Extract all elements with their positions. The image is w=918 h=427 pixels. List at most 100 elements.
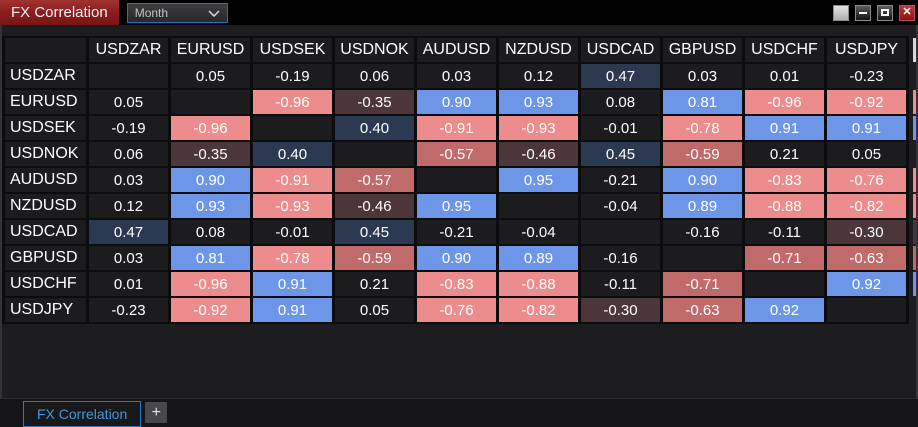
matrix-cell-usdchf-usdchf[interactable] <box>745 272 824 296</box>
matrix-cell-usdsek-usdzar[interactable]: -0.19 <box>89 116 168 140</box>
matrix-cell-usdcad-usdjpy[interactable]: -0.30 <box>827 220 906 244</box>
matrix-cell-nzdusd-usdnok[interactable]: -0.46 <box>335 194 414 218</box>
matrix-cell-gbpusd-usdzar[interactable]: 0.03 <box>89 246 168 270</box>
matrix-cell-usdsek-usdnok[interactable]: 0.40 <box>335 116 414 140</box>
matrix-cell-usdsek-usdchf[interactable]: 0.91 <box>745 116 824 140</box>
matrix-cell-eurusd-gbpusd[interactable]: 0.81 <box>663 90 742 114</box>
matrix-cell-eurusd-usdjpy[interactable]: -0.92 <box>827 90 906 114</box>
window-title[interactable]: FX Correlation <box>0 0 119 25</box>
matrix-cell-usdcad-usdchf[interactable]: -0.11 <box>745 220 824 244</box>
matrix-cell-usdnok-usdcad[interactable]: 0.45 <box>581 142 660 166</box>
close-button[interactable]: ✕ <box>899 4 915 21</box>
matrix-cell-usdcad-usdsek[interactable]: -0.01 <box>253 220 332 244</box>
matrix-cell-audusd-usdzar[interactable]: 0.03 <box>89 168 168 192</box>
matrix-cell-usdcad-nzdusd[interactable]: -0.04 <box>499 220 578 244</box>
matrix-cell-usdsek-usdcad[interactable]: -0.01 <box>581 116 660 140</box>
matrix-cell-usdnok-gbpusd[interactable]: -0.59 <box>663 142 742 166</box>
matrix-cell-usdcad-usdnok[interactable]: 0.45 <box>335 220 414 244</box>
matrix-cell-usdsek-nzdusd[interactable]: -0.93 <box>499 116 578 140</box>
matrix-cell-gbpusd-usdchf[interactable]: -0.71 <box>745 246 824 270</box>
matrix-cell-audusd-usdnok[interactable]: -0.57 <box>335 168 414 192</box>
matrix-cell-usdchf-usdzar[interactable]: 0.01 <box>89 272 168 296</box>
matrix-cell-usdnok-usdchf[interactable]: 0.21 <box>745 142 824 166</box>
matrix-cell-usdzar-usdzar[interactable] <box>89 64 168 88</box>
matrix-cell-usdchf-nzdusd[interactable]: -0.88 <box>499 272 578 296</box>
matrix-cell-usdchf-usdnok[interactable]: 0.21 <box>335 272 414 296</box>
matrix-cell-audusd-nzdusd[interactable]: 0.95 <box>499 168 578 192</box>
matrix-cell-audusd-usdjpy[interactable]: -0.76 <box>827 168 906 192</box>
matrix-cell-usdjpy-gbpusd[interactable]: -0.63 <box>663 298 742 322</box>
matrix-cell-usdnok-eurusd[interactable]: -0.35 <box>171 142 250 166</box>
matrix-cell-usdnok-nzdusd[interactable]: -0.46 <box>499 142 578 166</box>
matrix-cell-usdcad-usdcad[interactable] <box>581 220 660 244</box>
matrix-cell-gbpusd-nzdusd[interactable]: 0.89 <box>499 246 578 270</box>
matrix-cell-eurusd-audusd[interactable]: 0.90 <box>417 90 496 114</box>
matrix-cell-gbpusd-audusd[interactable]: 0.90 <box>417 246 496 270</box>
matrix-cell-usdjpy-usdzar[interactable]: -0.23 <box>89 298 168 322</box>
matrix-cell-usdchf-audusd[interactable]: -0.83 <box>417 272 496 296</box>
matrix-cell-usdjpy-usdcad[interactable]: -0.30 <box>581 298 660 322</box>
add-tab-button[interactable]: + <box>145 402 168 423</box>
matrix-cell-nzdusd-usdzar[interactable]: 0.12 <box>89 194 168 218</box>
matrix-cell-usdzar-audusd[interactable]: 0.03 <box>417 64 496 88</box>
matrix-cell-eurusd-usdcad[interactable]: 0.08 <box>581 90 660 114</box>
matrix-cell-usdcad-usdzar[interactable]: 0.47 <box>89 220 168 244</box>
matrix-cell-usdjpy-audusd[interactable]: -0.76 <box>417 298 496 322</box>
matrix-cell-nzdusd-audusd[interactable]: 0.95 <box>417 194 496 218</box>
matrix-cell-usdnok-audusd[interactable]: -0.57 <box>417 142 496 166</box>
matrix-cell-usdjpy-eurusd[interactable]: -0.92 <box>171 298 250 322</box>
matrix-cell-usdzar-usdnok[interactable]: 0.06 <box>335 64 414 88</box>
matrix-cell-nzdusd-usdcad[interactable]: -0.04 <box>581 194 660 218</box>
window-style-button[interactable] <box>833 4 849 21</box>
matrix-cell-usdsek-gbpusd[interactable]: -0.78 <box>663 116 742 140</box>
matrix-cell-usdsek-audusd[interactable]: -0.91 <box>417 116 496 140</box>
minimize-button[interactable] <box>855 4 871 21</box>
matrix-cell-audusd-usdsek[interactable]: -0.91 <box>253 168 332 192</box>
matrix-cell-usdjpy-usdnok[interactable]: 0.05 <box>335 298 414 322</box>
maximize-button[interactable] <box>877 4 893 21</box>
matrix-cell-nzdusd-usdchf[interactable]: -0.88 <box>745 194 824 218</box>
matrix-cell-audusd-usdchf[interactable]: -0.83 <box>745 168 824 192</box>
matrix-cell-usdzar-usdcad[interactable]: 0.47 <box>581 64 660 88</box>
matrix-cell-eurusd-usdnok[interactable]: -0.35 <box>335 90 414 114</box>
matrix-cell-usdzar-nzdusd[interactable]: 0.12 <box>499 64 578 88</box>
matrix-cell-usdzar-eurusd[interactable]: 0.05 <box>171 64 250 88</box>
matrix-cell-nzdusd-gbpusd[interactable]: 0.89 <box>663 194 742 218</box>
matrix-cell-usdnok-usdjpy[interactable]: 0.05 <box>827 142 906 166</box>
matrix-cell-eurusd-nzdusd[interactable]: 0.93 <box>499 90 578 114</box>
matrix-cell-gbpusd-eurusd[interactable]: 0.81 <box>171 246 250 270</box>
matrix-cell-gbpusd-usdnok[interactable]: -0.59 <box>335 246 414 270</box>
matrix-cell-nzdusd-usdsek[interactable]: -0.93 <box>253 194 332 218</box>
matrix-cell-audusd-usdcad[interactable]: -0.21 <box>581 168 660 192</box>
matrix-cell-gbpusd-gbpusd[interactable] <box>663 246 742 270</box>
period-dropdown[interactable]: Month <box>126 2 228 23</box>
matrix-cell-audusd-gbpusd[interactable]: 0.90 <box>663 168 742 192</box>
matrix-cell-eurusd-usdzar[interactable]: 0.05 <box>89 90 168 114</box>
matrix-cell-usdjpy-usdsek[interactable]: 0.91 <box>253 298 332 322</box>
matrix-cell-usdchf-usdsek[interactable]: 0.91 <box>253 272 332 296</box>
matrix-cell-usdsek-eurusd[interactable]: -0.96 <box>171 116 250 140</box>
matrix-cell-eurusd-usdsek[interactable]: -0.96 <box>253 90 332 114</box>
matrix-cell-usdchf-usdjpy[interactable]: 0.92 <box>827 272 906 296</box>
matrix-cell-usdcad-eurusd[interactable]: 0.08 <box>171 220 250 244</box>
matrix-cell-usdsek-usdsek[interactable] <box>253 116 332 140</box>
matrix-cell-audusd-audusd[interactable] <box>417 168 496 192</box>
matrix-cell-gbpusd-usdcad[interactable]: -0.16 <box>581 246 660 270</box>
matrix-cell-usdzar-usdjpy[interactable]: -0.23 <box>827 64 906 88</box>
matrix-cell-usdnok-usdnok[interactable] <box>335 142 414 166</box>
matrix-cell-usdzar-usdsek[interactable]: -0.19 <box>253 64 332 88</box>
matrix-cell-eurusd-usdchf[interactable]: -0.96 <box>745 90 824 114</box>
matrix-cell-usdjpy-usdchf[interactable]: 0.92 <box>745 298 824 322</box>
matrix-cell-usdjpy-usdjpy[interactable] <box>827 298 906 322</box>
matrix-cell-usdcad-audusd[interactable]: -0.21 <box>417 220 496 244</box>
matrix-cell-usdnok-usdsek[interactable]: 0.40 <box>253 142 332 166</box>
matrix-cell-usdcad-gbpusd[interactable]: -0.16 <box>663 220 742 244</box>
matrix-cell-usdsek-usdjpy[interactable]: 0.91 <box>827 116 906 140</box>
matrix-cell-eurusd-eurusd[interactable] <box>171 90 250 114</box>
matrix-cell-usdnok-usdzar[interactable]: 0.06 <box>89 142 168 166</box>
matrix-cell-gbpusd-usdjpy[interactable]: -0.63 <box>827 246 906 270</box>
matrix-cell-nzdusd-nzdusd[interactable] <box>499 194 578 218</box>
matrix-cell-usdchf-gbpusd[interactable]: -0.71 <box>663 272 742 296</box>
matrix-cell-usdchf-eurusd[interactable]: -0.96 <box>171 272 250 296</box>
tab-fx-correlation[interactable]: FX Correlation <box>23 401 142 427</box>
